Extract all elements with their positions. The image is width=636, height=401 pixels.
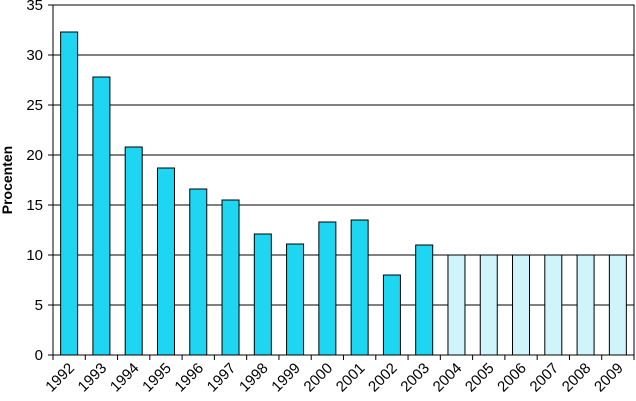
bars [60,31,627,356]
x-tick-label: 1998 [236,360,272,396]
x-tick-label: 1995 [139,360,175,396]
bar-projected [608,254,627,356]
bar [318,221,337,356]
x-tick-label: 1993 [75,360,111,396]
x-axis-ticks: 1992199319941995199619971998199920002001… [42,355,635,396]
bar [350,219,369,356]
bar [382,274,401,356]
bar [92,76,111,356]
x-tick-label: 1999 [268,360,304,396]
bar [124,146,143,356]
bar [253,233,272,356]
x-tick-label: 2001 [333,360,369,396]
bar-projected [512,254,531,356]
y-tick-label: 25 [26,97,43,114]
bar-projected [576,254,595,356]
x-tick-label: 2009 [591,360,627,396]
bar-projected [479,254,498,356]
x-tick-label: 2000 [301,360,337,396]
x-tick-label: 2006 [494,360,530,396]
y-tick-label: 30 [26,47,43,64]
bar [60,31,79,356]
bar-projected [544,254,563,356]
bar [156,167,175,356]
x-tick-label: 1997 [204,360,240,396]
bar [286,243,305,356]
x-tick-label: 1996 [171,360,207,396]
plot-frame [52,4,635,356]
y-axis-title: Procenten [0,146,15,214]
x-tick-label: 2002 [365,360,401,396]
bar-projected [447,254,466,356]
x-tick-label: 1992 [42,360,78,396]
y-tick-label: 35 [26,0,43,14]
y-axis-ticks: 0 5 10 15 20 25 30 35 [26,0,53,364]
x-tick-label: 2007 [527,360,563,396]
y-tick-label: 5 [35,297,43,314]
x-tick-label: 2003 [397,360,433,396]
y-tick-label: 20 [26,147,43,164]
bar [189,188,208,356]
x-tick-label: 2008 [559,360,595,396]
bar [221,199,240,356]
x-tick-label: 1994 [107,360,143,396]
gridlines [53,4,634,356]
y-tick-label: 0 [35,347,43,364]
bar [415,244,434,356]
y-tick-label: 10 [26,247,43,264]
x-tick-label: 2004 [430,360,466,396]
y-tick-label: 15 [26,197,43,214]
x-tick-label: 2005 [462,360,498,396]
